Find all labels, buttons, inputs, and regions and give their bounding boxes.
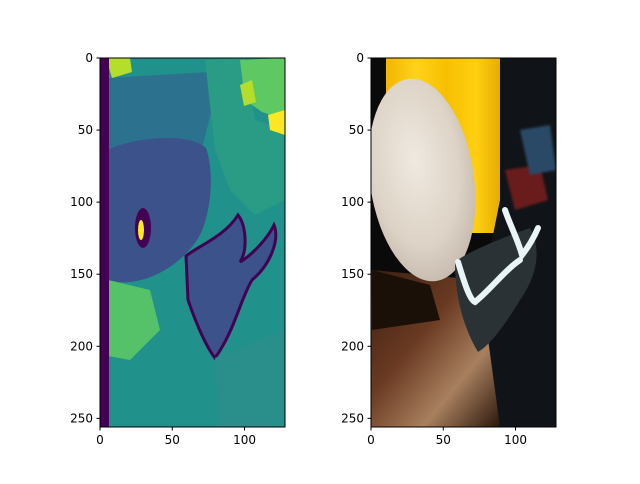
left-ticks: 0 50 100 0 50 100 150 200 250 [70, 51, 256, 447]
left-xtick-label: 0 [96, 433, 104, 447]
left-region-top-right-green [240, 58, 285, 120]
left-table-inner-yellow [138, 220, 144, 240]
right-chair [455, 228, 537, 352]
left-region-green-band [205, 58, 285, 215]
left-ytick-label: 50 [78, 123, 93, 137]
left-patch-yellow-1 [106, 58, 132, 78]
left-ytick-label: 200 [70, 339, 93, 353]
left-ytick-label: 0 [85, 51, 93, 65]
right-xtick-label: 50 [436, 433, 451, 447]
right-table-top [371, 78, 476, 282]
right-ytick-label: 250 [341, 411, 364, 425]
right-ytick-label: 100 [341, 195, 364, 209]
left-chair-outline [184, 212, 278, 361]
left-table-region [108, 138, 211, 283]
left-ytick-label: 150 [70, 267, 93, 281]
left-ytick-label: 100 [70, 195, 93, 209]
right-table-base [372, 270, 440, 330]
left-xtick-label: 50 [165, 433, 180, 447]
right-image [371, 58, 556, 427]
left-region-upper-blue [108, 72, 214, 158]
right-ytick-label: 150 [341, 267, 364, 281]
right-chair-frame [455, 207, 541, 306]
right-ytick-label: 200 [341, 339, 364, 353]
right-red-object [505, 165, 548, 210]
right-ticks: 0 50 100 0 50 100 150 200 250 [341, 51, 527, 447]
left-region-lower-green [108, 280, 160, 360]
left-dark-strip [100, 58, 109, 427]
left-patch-yellow-2 [268, 110, 285, 135]
left-image [100, 58, 285, 427]
left-region-lower-right [215, 330, 285, 427]
right-ytick-label: 50 [349, 123, 364, 137]
left-xtick-label: 100 [233, 433, 256, 447]
left-axes-frame [99, 57, 286, 428]
right-xtick-label: 0 [367, 433, 375, 447]
right-xtick-label: 100 [504, 433, 527, 447]
left-chair-region [186, 215, 276, 358]
right-blue-object [520, 125, 556, 175]
left-patch-yellow-3 [240, 80, 256, 106]
right-axes-frame [370, 57, 557, 428]
right-ytick-label: 0 [356, 51, 364, 65]
left-ytick-label: 250 [70, 411, 93, 425]
